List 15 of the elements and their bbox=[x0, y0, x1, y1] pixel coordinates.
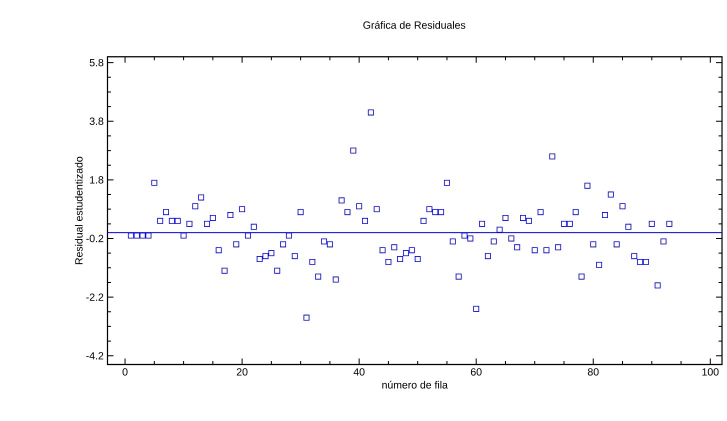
y-tick-label: -4.2 bbox=[86, 352, 104, 360]
y-tick-label: 1.8 bbox=[90, 176, 104, 184]
y-tick-label: -2.2 bbox=[86, 293, 104, 301]
x-tick-label: 100 bbox=[702, 368, 719, 376]
x-tick-label: 80 bbox=[588, 368, 599, 376]
x-tick-label: 60 bbox=[470, 368, 482, 376]
x-axis-title: número de fila bbox=[382, 380, 448, 388]
y-tick-label: 5.8 bbox=[90, 58, 104, 66]
x-tick-label: 40 bbox=[354, 368, 365, 376]
x-tick-label: 20 bbox=[236, 368, 248, 376]
y-axis-title: Residual estudentizado bbox=[74, 156, 83, 264]
x-tick-label: 0 bbox=[122, 368, 128, 376]
chart-title: Gráfica de Residuales bbox=[363, 20, 466, 29]
y-tick-label: 3.8 bbox=[90, 117, 104, 125]
y-tick-label: -0.2 bbox=[86, 234, 104, 242]
